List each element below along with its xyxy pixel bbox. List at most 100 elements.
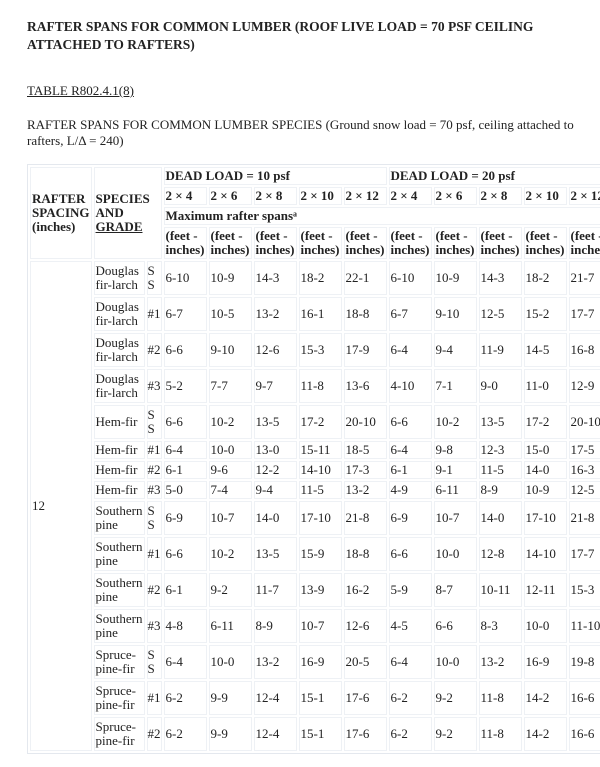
- span-value-cell: 6-7: [388, 297, 432, 331]
- span-value-cell: 20-10: [343, 405, 387, 439]
- table-row: Southern pine #3 4-8 6-11 8-9 10-7 12-6 4-5 6-6 8…: [30, 609, 600, 643]
- span-value-cell: 17-9: [343, 333, 387, 367]
- span-value-cell: 10-7: [298, 609, 342, 643]
- unit-header: (feet - inches): [163, 227, 207, 259]
- span-value-cell: 17-10: [298, 501, 342, 535]
- span-value-cell: 17-10: [523, 501, 567, 535]
- span-value-cell: 14-3: [478, 261, 522, 295]
- grade-cell: SS: [146, 405, 162, 439]
- grade-cell: #1: [146, 441, 162, 459]
- span-value-cell: 13-2: [343, 481, 387, 499]
- span-value-cell: 10-0: [433, 645, 477, 679]
- span-value-cell: 11-8: [298, 369, 342, 403]
- span-value-cell: 4-8: [163, 609, 207, 643]
- span-value-cell: 6-6: [163, 333, 207, 367]
- table-row: Spruce-pine-fir #2 6-2 9-9 12-4 15-1 17-6 6-2 9-…: [30, 717, 600, 751]
- span-value-cell: 18-8: [343, 297, 387, 331]
- species-cell: Southern pine: [93, 573, 145, 607]
- grade-header-link[interactable]: GRADE: [95, 219, 143, 234]
- table-row: Southern pine SS 6-9 10-7 14-0 17-10 21-8 6-9 10…: [30, 501, 600, 535]
- span-value-cell: 9-6: [208, 461, 252, 479]
- span-value-cell: 17-7: [568, 537, 600, 571]
- max-spans-header: Maximum rafter spansᵃ: [163, 207, 600, 225]
- span-value-cell: 11-5: [298, 481, 342, 499]
- span-value-cell: 6-11: [208, 609, 252, 643]
- span-value-cell: 6-1: [163, 461, 207, 479]
- span-value-cell: 6-4: [388, 645, 432, 679]
- species-grade-header: SPECIES AND GRADE: [93, 167, 162, 259]
- span-value-cell: 15-2: [523, 297, 567, 331]
- species-cell: Douglas fir-larch: [93, 369, 145, 403]
- table-row: Hem-fir #1 6-4 10-0 13-0 15-11 18-5 6-4 9-8 12-3 1…: [30, 441, 600, 459]
- grade-cell: #1: [146, 681, 162, 715]
- grade-cell: #2: [146, 461, 162, 479]
- span-value-cell: 9-9: [208, 717, 252, 751]
- table-row: Southern pine #1 6-6 10-2 13-5 15-9 18-8 6-6 10-…: [30, 537, 600, 571]
- span-value-cell: 13-6: [343, 369, 387, 403]
- span-value-cell: 11-8: [478, 681, 522, 715]
- span-value-cell: 10-5: [208, 297, 252, 331]
- species-cell: Southern pine: [93, 501, 145, 535]
- span-value-cell: 16-6: [568, 717, 600, 751]
- span-value-cell: 11-10: [568, 609, 600, 643]
- span-value-cell: 6-6: [163, 405, 207, 439]
- span-value-cell: 6-4: [163, 645, 207, 679]
- span-value-cell: 13-2: [478, 645, 522, 679]
- span-value-cell: 12-3: [478, 441, 522, 459]
- span-value-cell: 10-2: [208, 537, 252, 571]
- species-cell: Douglas fir-larch: [93, 333, 145, 367]
- span-value-cell: 5-2: [163, 369, 207, 403]
- span-value-cell: 17-6: [343, 681, 387, 715]
- span-value-cell: 9-0: [478, 369, 522, 403]
- span-value-cell: 12-5: [568, 481, 600, 499]
- span-value-cell: 9-4: [433, 333, 477, 367]
- grade-cell: #3: [146, 481, 162, 499]
- species-cell: Hem-fir: [93, 481, 145, 499]
- table-reference-link[interactable]: TABLE R802.4.1(8): [27, 83, 134, 98]
- rafter-spacing-value: 12: [30, 261, 92, 751]
- span-value-cell: 15-3: [568, 573, 600, 607]
- span-value-cell: 15-0: [523, 441, 567, 459]
- span-value-cell: 6-4: [163, 441, 207, 459]
- span-value-cell: 16-9: [298, 645, 342, 679]
- span-value-cell: 9-10: [208, 333, 252, 367]
- span-value-cell: 6-6: [163, 537, 207, 571]
- span-value-cell: 9-1: [433, 461, 477, 479]
- span-value-cell: 12-4: [253, 681, 297, 715]
- table-row: Spruce-pine-fir SS 6-4 10-0 13-2 16-9 20-5 6-4 1…: [30, 645, 600, 679]
- table-row: Southern pine #2 6-1 9-2 11-7 13-9 16-2 5-9 8-7 1…: [30, 573, 600, 607]
- span-value-cell: 17-7: [568, 297, 600, 331]
- span-value-cell: 13-0: [253, 441, 297, 459]
- table-row: Spruce-pine-fir #1 6-2 9-9 12-4 15-1 17-6 6-2 9-…: [30, 681, 600, 715]
- span-value-cell: 8-3: [478, 609, 522, 643]
- span-value-cell: 18-5: [343, 441, 387, 459]
- span-value-cell: 13-2: [253, 645, 297, 679]
- unit-header: (feet - inches): [343, 227, 387, 259]
- span-value-cell: 12-6: [253, 333, 297, 367]
- span-value-cell: 10-2: [433, 405, 477, 439]
- span-value-cell: 6-6: [388, 405, 432, 439]
- unit-header: (feet - inches): [568, 227, 600, 259]
- lumber-size-header: 2 × 6: [208, 187, 252, 205]
- span-value-cell: 16-2: [343, 573, 387, 607]
- span-value-cell: 6-1: [163, 573, 207, 607]
- span-value-cell: 6-10: [388, 261, 432, 295]
- species-cell: Southern pine: [93, 537, 145, 571]
- grade-cell: SS: [146, 501, 162, 535]
- span-value-cell: 11-8: [478, 717, 522, 751]
- span-value-cell: 9-2: [208, 573, 252, 607]
- span-value-cell: 18-2: [298, 261, 342, 295]
- grade-cell: #1: [146, 297, 162, 331]
- grade-cell: #2: [146, 333, 162, 367]
- span-value-cell: 10-0: [433, 537, 477, 571]
- span-value-cell: 10-0: [208, 441, 252, 459]
- span-value-cell: 15-3: [298, 333, 342, 367]
- species-cell: Spruce-pine-fir: [93, 681, 145, 715]
- span-value-cell: 9-4: [253, 481, 297, 499]
- span-value-cell: 11-5: [478, 461, 522, 479]
- span-value-cell: 6-7: [163, 297, 207, 331]
- span-value-cell: 6-4: [388, 333, 432, 367]
- rafter-span-table: RAFTER SPACING (inches) SPECIES AND GRAD…: [27, 164, 600, 754]
- lumber-size-header: 2 × 10: [523, 187, 567, 205]
- grade-cell: #1: [146, 537, 162, 571]
